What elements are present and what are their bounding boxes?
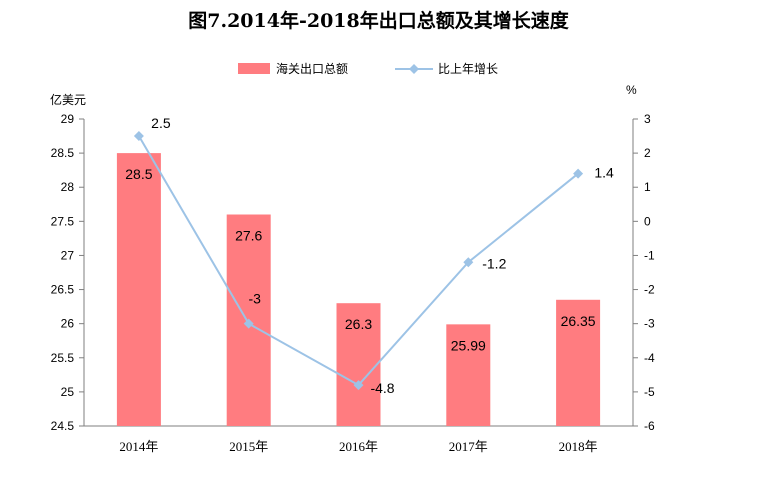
line-point: [243, 318, 254, 329]
bar: [336, 303, 381, 426]
bar-value-label: 25.99: [451, 337, 486, 353]
bar-value-label: 26.3: [345, 316, 372, 332]
legend-bar-label: 海关出口总额: [276, 61, 348, 76]
x-tick-labels: 2014年 2015年 2016年 2017年 2018年: [119, 439, 597, 454]
legend-bar-swatch: [238, 63, 270, 74]
y-right-tick-label: -1: [644, 248, 655, 262]
x-tick-label: 2017年: [449, 439, 488, 454]
y-right-tick-label: -4: [644, 351, 655, 365]
bar-data-labels: 28.5 27.6 26.3 25.99 26.35: [125, 166, 596, 353]
y-left-ticks: 24.5 25 25.5 26 26.5 27 27.5 28 28.5 29: [51, 112, 84, 433]
y-right-ticks: -6 -5 -4 -3 -2 -1 0 1 2 3: [633, 112, 655, 433]
y-left-tick-label: 29: [61, 112, 75, 126]
bar-value-label: 27.6: [235, 228, 262, 244]
chart-title: 图7.2014年-2018年出口总额及其增长速度: [188, 10, 569, 32]
x-tick-label: 2018年: [559, 439, 598, 454]
line-point: [133, 131, 144, 142]
y-left-tick-label: 25.5: [51, 351, 75, 365]
y-left-tick-label: 27: [61, 248, 75, 262]
line-series: 2.5 -3 -4.8 -1.2 1.4: [133, 115, 614, 396]
bar-value-label: 26.35: [561, 313, 596, 329]
bar: [446, 324, 491, 426]
y-left-unit: 亿美元: [50, 92, 86, 107]
x-tick-label: 2014年: [119, 439, 158, 454]
y-right-tick-label: 1: [644, 180, 651, 194]
y-left-tick-label: 24.5: [51, 419, 75, 433]
line-value-label: 2.5: [151, 115, 171, 131]
y-right-unit: %: [626, 83, 637, 97]
y-left-tick-label: 25: [61, 385, 75, 399]
y-left-tick-label: 28: [61, 180, 75, 194]
bar-value-label: 28.5: [125, 166, 152, 182]
line-point: [353, 380, 364, 391]
y-left-tick-label: 26: [61, 317, 75, 331]
line-value-label: 1.4: [594, 165, 614, 181]
y-left-tick-label: 28.5: [51, 146, 75, 160]
y-right-tick-label: 3: [644, 112, 651, 126]
x-tick-label: 2015年: [229, 439, 268, 454]
legend-line-marker: [409, 64, 419, 74]
line-value-label: -1.2: [482, 255, 506, 271]
x-tick-label: 2016年: [339, 439, 378, 454]
y-right-tick-label: -3: [644, 317, 655, 331]
line-point: [463, 257, 474, 268]
y-left-tick-label: 26.5: [51, 283, 75, 297]
legend-line-label: 比上年增长: [438, 62, 498, 76]
y-right-tick-label: -2: [644, 283, 655, 297]
bar: [116, 153, 161, 426]
line-point: [573, 168, 584, 179]
y-left-tick-label: 27.5: [51, 214, 75, 228]
y-right-tick-label: -6: [644, 419, 655, 433]
y-right-tick-label: 0: [644, 214, 651, 228]
y-right-tick-label: 2: [644, 146, 651, 160]
line-value-label: -4.8: [370, 380, 394, 396]
bar: [556, 299, 601, 426]
legend: 海关出口总额 比上年增长: [238, 61, 498, 76]
line-value-label: -3: [248, 291, 261, 307]
y-right-tick-label: -5: [644, 385, 655, 399]
